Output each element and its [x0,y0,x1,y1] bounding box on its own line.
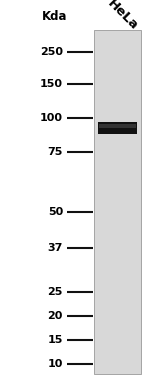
Text: 100: 100 [40,113,63,123]
Text: 20: 20 [48,311,63,321]
Text: 50: 50 [48,207,63,217]
Text: 150: 150 [40,79,63,89]
Text: 15: 15 [48,335,63,345]
Text: 37: 37 [48,243,63,253]
Bar [99,124,136,128]
Text: 250: 250 [40,47,63,57]
Bar [98,122,137,134]
Text: HeLa: HeLa [105,0,140,33]
Text: 25: 25 [48,287,63,297]
Text: 10: 10 [48,359,63,369]
Bar [94,30,141,374]
Text: 75: 75 [48,147,63,157]
Text: Kda: Kda [42,10,68,24]
